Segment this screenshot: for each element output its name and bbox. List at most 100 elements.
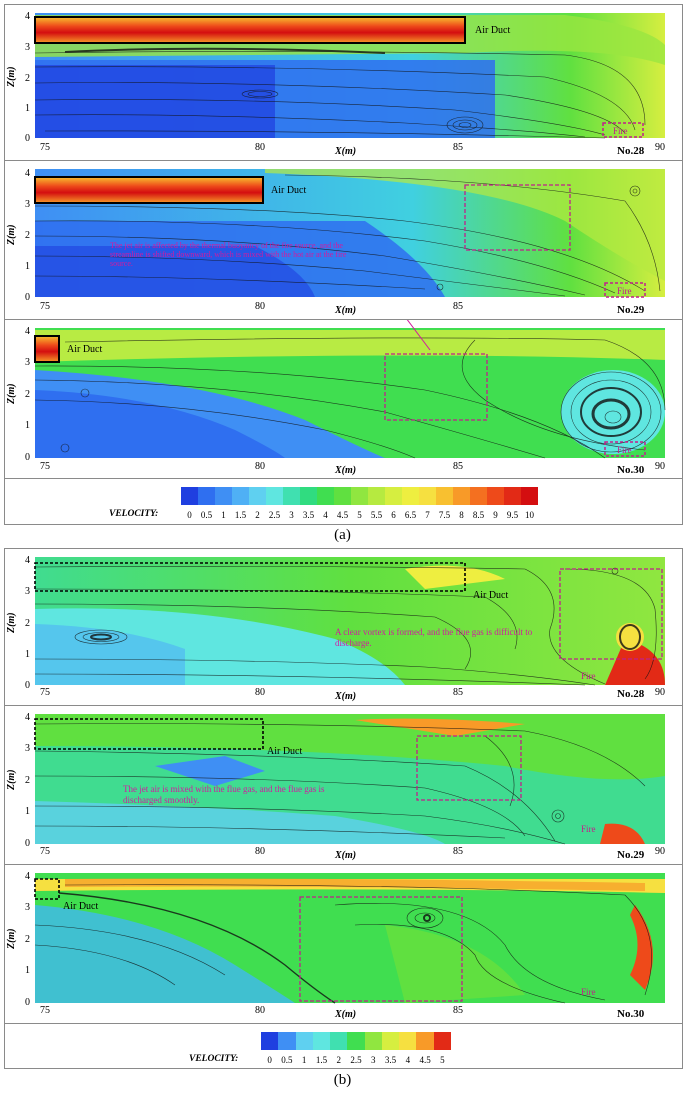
x-tick: 75 [40,301,50,312]
x-tick: 85 [453,1005,463,1016]
colorbar-a: VELOCITY: 0 0.5 1 1.5 2 2.5 3 3.5 4 4.5 5 5.5 6 6.5 7 7… [5,479,682,524]
highlight-box [559,568,663,660]
x-tick: 80 [255,301,265,312]
colorbar-swatch [368,487,385,505]
contour-plot-b-no30: Air Duct Fire No.30 75 80 85 X(m) 0 [6,871,665,1020]
y-tick: 1 [25,420,30,431]
y-tick: 2 [25,934,30,945]
colorbar-tick-label: 6 [391,510,396,520]
colorbar-tick-label: 2.5 [350,1055,362,1065]
colorbar-swatch [232,487,249,505]
contour-plot-a-no28: Air Duct Fire No.28 75 80 85 [6,11,665,157]
x-tick: 85 [453,846,463,857]
colorbar-tick-label: 10 [525,510,534,520]
panel-id: No.30 [617,464,645,476]
x-tick: 85 [453,301,463,312]
colorbar-tick-label: 5 [357,510,362,520]
air-duct-label: Air Duct [267,746,302,757]
fire-label: Fire [581,824,596,834]
colorbar-tick-label: 0.5 [200,510,213,520]
highlight-box [299,896,463,1002]
fire-label: Fire [613,126,628,136]
highlight-box [464,184,571,251]
colorbar-swatch [278,1032,296,1050]
colorbar-tick-label: 1.5 [315,1055,328,1065]
x-tick: 75 [40,687,50,698]
colorbar-swatch [504,487,521,505]
air-duct-label: Air Duct [475,25,510,36]
colorbar-swatch [385,487,402,505]
y-tick: 2 [25,389,30,400]
colorbar-tick-label: 4.5 [336,510,349,520]
colorbar-swatch [416,1032,434,1050]
panel-b-no29: Air Duct The jet air is mixed with the f… [5,706,682,864]
x-axis-label: X(m) [334,305,356,316]
y-tick: 0 [25,997,30,1008]
colorbar-swatch [215,487,232,505]
air-duct-label: Air Duct [63,901,98,912]
x-tick: 75 [40,461,50,472]
colorbar-tick-label: 5 [440,1055,445,1065]
colorbar-swatch [433,1032,451,1050]
y-tick: 3 [25,902,30,913]
x-tick: 90 [655,687,665,698]
colorbar-swatch [521,487,538,505]
colorbar-swatch [487,487,504,505]
figure-b-frame: Air Duct A clear vortex is formed, and t… [4,548,683,1069]
y-tick: 3 [25,42,30,53]
colorbar-tick-label: 0.5 [281,1055,293,1065]
colorbar-tick-label: 9.5 [506,510,519,520]
colorbar-b-strip [261,1032,451,1050]
y-axis-label: Z(m) [6,383,17,405]
panel-id: No.29 [617,849,645,861]
colorbar-tick-label: 0 [267,1055,272,1065]
x-tick: 80 [255,461,265,472]
y-tick: 2 [25,230,30,241]
panel-a-no30: Air Duct Fire No.30 75 8 [5,289,682,478]
colorbar-swatch [436,487,453,505]
contour-plot-b-no28: Air Duct A clear vortex is formed, and t… [6,555,665,702]
panel-b-no28: Air Duct A clear vortex is formed, and t… [5,549,682,705]
y-tick: 3 [25,586,30,597]
colorbar-tick-label: 0 [187,510,192,520]
highlight-box [384,353,488,421]
colorbar-swatch [334,487,351,505]
colorbar-swatch [470,487,487,505]
colorbar-swatch [198,487,215,505]
colorbar-swatch [266,487,283,505]
annotation-text: The jet air is affected by the thermal b… [110,241,347,268]
contour-plot-b-no29: Air Duct The jet air is mixed with the f… [6,712,665,861]
y-tick: 1 [25,103,30,114]
x-axis-label: X(m) [334,850,356,861]
colorbar-swatch [317,487,334,505]
x-tick: 90 [655,846,665,857]
colorbar-tick-label: 6.5 [404,510,417,520]
figure-a-frame: Air Duct Fire No.28 75 80 85 [4,4,683,525]
colorbar-title: VELOCITY: [109,509,159,519]
colorbar-tick-label: 1 [221,510,226,520]
colorbar-tick-label: 4 [323,510,328,520]
colorbar-swatch [402,487,419,505]
x-tick: 80 [255,687,265,698]
y-tick: 4 [25,871,30,882]
y-tick: 2 [25,73,30,84]
sub-label-a: (a) [334,527,351,543]
y-tick: 1 [25,965,30,976]
y-tick: 0 [25,838,30,849]
colorbar-tick-label: 4 [405,1055,411,1065]
colorbar-swatch [347,1032,365,1050]
colorbar-tick-label: 8 [459,510,464,520]
fire-label: Fire [581,987,596,997]
fire-box [602,122,644,138]
colorbar-tick-label: 2 [255,510,260,520]
y-tick: 0 [25,680,30,691]
colorbar-swatch [419,487,436,505]
x-axis-label: X(m) [334,465,356,476]
colorbar-tick-label: 1.5 [234,510,247,520]
colorbar-tick-label: 3 [371,1055,376,1065]
x-tick: 80 [255,1005,265,1016]
y-tick: 3 [25,743,30,754]
panel-id: No.30 [617,1008,645,1020]
colorbar-tick-label: 8.5 [472,510,485,520]
panel-a-no28: Air Duct Fire No.28 75 80 85 [5,5,682,160]
